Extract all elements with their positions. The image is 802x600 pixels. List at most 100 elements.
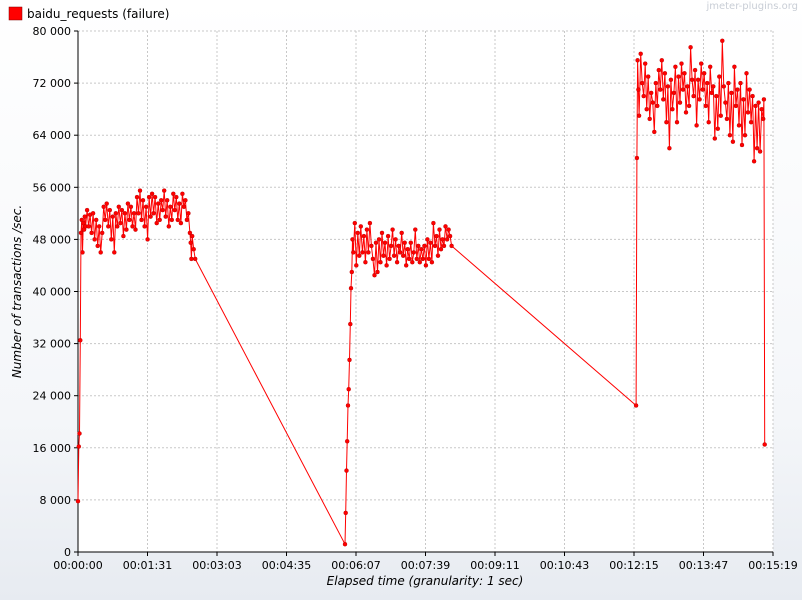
data-point (413, 227, 418, 232)
data-point (119, 207, 125, 213)
data-point (699, 61, 704, 66)
data-point (106, 224, 111, 229)
data-point (717, 74, 722, 79)
data-point (399, 230, 404, 236)
y-tick-label: 48 000 (33, 233, 72, 246)
data-point (346, 387, 351, 392)
data-point (721, 84, 726, 89)
data-point (742, 132, 748, 138)
data-point (658, 87, 663, 92)
legend-swatch (8, 6, 23, 21)
data-point (426, 256, 432, 262)
data-point (410, 260, 415, 265)
data-point (686, 103, 692, 109)
series-group (75, 38, 767, 547)
data-point (720, 38, 725, 43)
data-point (95, 243, 100, 249)
data-point (169, 217, 175, 223)
data-point (709, 90, 714, 96)
data-point (705, 80, 710, 86)
data-point (349, 269, 354, 275)
data-point (643, 61, 648, 66)
data-point (355, 230, 360, 236)
data-point (364, 227, 370, 232)
data-point (419, 246, 424, 252)
data-point (759, 106, 764, 112)
data-point (348, 321, 353, 327)
data-point (343, 510, 348, 516)
data-point (390, 227, 395, 232)
data-point (155, 201, 161, 206)
data-point (180, 191, 185, 197)
data-point (423, 263, 429, 268)
data-point (733, 103, 739, 109)
data-point (431, 220, 436, 226)
data-point (440, 237, 445, 242)
data-point (729, 90, 734, 96)
data-point (688, 45, 693, 50)
data-point (679, 61, 684, 66)
data-point (84, 207, 90, 213)
x-tick-label: 00:01:31 (123, 559, 172, 572)
data-point (136, 211, 141, 216)
data-point (78, 338, 83, 343)
data-point (146, 194, 152, 200)
data-point (640, 80, 645, 86)
data-point (370, 256, 376, 262)
data-point (425, 237, 430, 242)
data-point (404, 263, 409, 268)
data-point (739, 142, 745, 148)
data-point (751, 159, 757, 164)
data-point (724, 116, 730, 122)
data-point (81, 220, 86, 226)
data-point (416, 243, 421, 249)
data-point (434, 233, 439, 239)
data-point (689, 77, 695, 83)
data-point (633, 403, 639, 408)
data-point (444, 237, 450, 242)
data-point (154, 220, 159, 226)
data-point (366, 250, 371, 255)
x-tick-label: 00:04:35 (262, 559, 311, 572)
data-point (652, 129, 657, 135)
data-point (437, 227, 442, 232)
y-tick-label: 32 000 (33, 338, 72, 351)
data-point (372, 273, 377, 278)
data-point (748, 119, 754, 125)
data-point (116, 204, 122, 210)
data-point (121, 233, 126, 239)
data-point (344, 468, 349, 473)
data-point (671, 90, 677, 96)
y-tick-label: 16 000 (33, 442, 72, 455)
data-point (189, 256, 194, 262)
data-point (110, 214, 116, 219)
data-point (133, 227, 138, 232)
legend-label: baidu_requests (failure) (27, 7, 169, 21)
data-point (732, 64, 737, 70)
data-point (405, 246, 410, 252)
x-axis-ticks: 00:00:00 00:01:31 00:03:03 00:04:35 00:06:07… (53, 552, 798, 572)
data-point (376, 237, 382, 242)
data-point (99, 230, 105, 236)
data-point (756, 100, 761, 105)
data-point (420, 256, 426, 262)
data-point (143, 204, 149, 210)
y-tick-label: 56 000 (33, 181, 72, 194)
y-axis-title: Number of transactions /sec. (10, 205, 24, 378)
data-point (373, 240, 379, 245)
data-point (745, 110, 751, 115)
data-point (443, 224, 448, 229)
data-point (655, 103, 660, 109)
y-tick-label: 0 (64, 546, 71, 559)
data-point (107, 207, 113, 213)
data-point (727, 132, 733, 138)
data-point (703, 103, 708, 109)
data-point (411, 250, 416, 255)
data-point (646, 74, 651, 79)
data-point (90, 211, 96, 216)
data-point (77, 431, 82, 436)
data-point (381, 253, 386, 258)
data-point (650, 100, 655, 105)
data-point (636, 87, 641, 92)
data-point (736, 123, 742, 128)
